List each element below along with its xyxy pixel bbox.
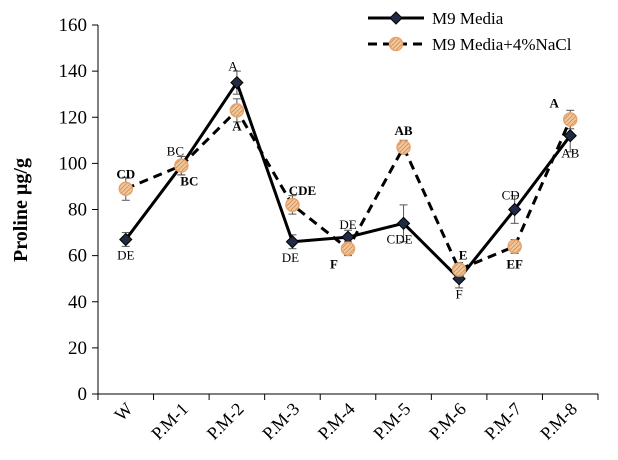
- significance-label: A: [232, 118, 242, 133]
- y-tick-label: 80: [68, 200, 87, 221]
- significance-label: DE: [282, 250, 299, 265]
- data-point: [451, 262, 467, 277]
- significance-label: CD: [116, 167, 135, 182]
- significance-label: AB: [395, 123, 413, 138]
- x-axis-ticks: W P.M-1 P.M-2 P.M-3 P.M-4 P.M-5 P.M-6 P.M-7 P.M-…: [97, 394, 599, 444]
- significance-label: E: [459, 247, 468, 262]
- significance-label: CDE: [289, 183, 316, 198]
- data-point: [507, 239, 522, 254]
- significance-label: BC: [180, 174, 198, 189]
- data-point: [229, 103, 245, 118]
- significance-label: CDE: [387, 231, 413, 246]
- series-layer: [118, 70, 578, 289]
- x-tick-label: P.M-7: [481, 399, 526, 444]
- data-point: [285, 235, 300, 249]
- y-tick-label: 100: [59, 153, 88, 174]
- x-tick-label: P.M-3: [258, 399, 303, 444]
- y-tick-label: 40: [68, 292, 87, 313]
- legend: M9 Media M9 Media+4%NaCl: [368, 9, 572, 54]
- data-point: [118, 181, 134, 196]
- y-tick-label: 60: [68, 246, 87, 267]
- data-point: [396, 216, 411, 231]
- data-point: [340, 241, 356, 256]
- data-point: [507, 202, 522, 217]
- data-point: [563, 128, 577, 143]
- legend-marker: [389, 11, 403, 25]
- legend-marker: [388, 36, 404, 52]
- significance-label: DE: [117, 247, 134, 262]
- data-point: [119, 232, 133, 247]
- legend-label: M9 Media: [432, 9, 504, 28]
- y-tick-label: 160: [59, 15, 88, 36]
- x-tick-label: W: [110, 399, 136, 425]
- y-tick-label: 140: [59, 61, 88, 82]
- y-tick-label: 0: [78, 384, 88, 405]
- data-point: [230, 75, 244, 90]
- significance-labels: DE BC A DE DE CDE F CD AB CD BC A CDE F AB E EF A: [116, 59, 579, 302]
- significance-label: A: [228, 59, 238, 74]
- data-point: [174, 158, 189, 173]
- data-point: [285, 197, 300, 213]
- significance-label: F: [330, 257, 338, 272]
- legend-label: M9 Media+4%NaCl: [432, 35, 572, 54]
- y-tick-label: 20: [68, 338, 87, 359]
- y-tick-label: 120: [59, 107, 88, 128]
- significance-label: BC: [167, 144, 184, 159]
- x-tick-label: P.M-1: [147, 399, 192, 444]
- series-1: [118, 98, 578, 277]
- x-tick-label: P.M-6: [425, 399, 470, 444]
- x-tick-label: P.M-8: [536, 399, 581, 444]
- significance-label: DE: [339, 217, 356, 232]
- significance-label: EF: [506, 256, 523, 271]
- y-axis-title: Proline µg/g: [10, 158, 32, 262]
- x-tick-label: P.M-4: [314, 399, 359, 444]
- data-point: [396, 139, 411, 155]
- data-point: [562, 112, 578, 127]
- x-tick-label: P.M-5: [369, 399, 414, 444]
- x-tick-label: P.M-2: [203, 399, 248, 444]
- significance-label: CD: [502, 188, 520, 203]
- significance-label: A: [550, 96, 560, 111]
- significance-label: F: [455, 287, 462, 302]
- axes: [97, 25, 598, 395]
- significance-label: AB: [561, 146, 579, 161]
- y-axis-ticks: 0 20 40 60 80 100 120 140 160: [59, 15, 98, 405]
